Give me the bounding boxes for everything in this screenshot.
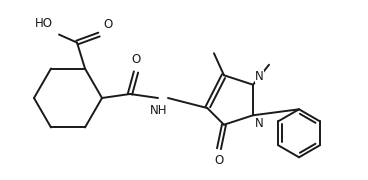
Text: NH: NH [150, 104, 168, 117]
Text: O: O [131, 53, 141, 66]
Text: O: O [103, 18, 112, 31]
Text: HO: HO [35, 17, 53, 30]
Text: N: N [255, 70, 264, 83]
Text: N: N [255, 117, 264, 130]
Text: O: O [214, 154, 224, 167]
